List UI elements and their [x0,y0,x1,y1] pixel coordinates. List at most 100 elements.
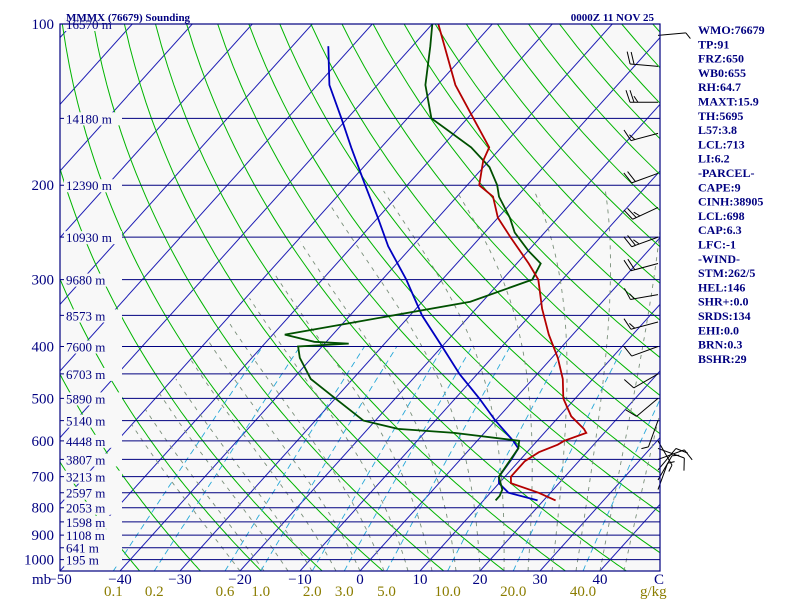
index-line: STM:262/5 [698,266,755,280]
mixing-ratio-line [112,346,264,571]
isotherms [60,24,660,571]
sounding-time: 0000Z 11 NOV 25 [571,12,655,24]
pressure-tick-label: 400 [32,339,55,355]
mixing-ratio-lines [112,346,660,571]
index-line: FRZ:650 [698,52,744,66]
height-label: 5890 m [66,391,105,406]
height-label: 7600 m [66,339,105,354]
wind-barb-staff [631,236,659,248]
mixing-ratio-line [260,346,398,571]
isotherm [299,170,660,571]
mixing-ratio-line [343,346,473,571]
height-label-bg [64,392,122,406]
height-label: 4448 m [66,434,105,449]
height-label: 641 m [66,541,99,556]
mixing-ratio-tick-label: 10.0 [435,584,461,600]
wind-barb-staff [631,346,659,357]
height-label-bg [64,340,122,354]
height-label-bg [64,515,122,529]
wind-barb-flag [630,51,635,65]
wind-barb-staff [632,206,659,220]
mixing-ratio-line [153,346,301,571]
temperature-tick-label: 40 [593,572,608,588]
height-label: 3213 m [66,470,105,485]
pressure-tick-label: 900 [32,528,55,544]
index-line: L57:3.8 [698,123,737,137]
temperature-tick-label: 0 [356,572,364,588]
temperature-unit-label: C [654,572,664,588]
moist-adiabat [599,226,660,571]
mixing-ratio-line [512,346,624,571]
wind-barb-staff [657,447,685,459]
isotherm [539,436,660,571]
isotherm [179,36,660,571]
wind-barb-flag [623,209,633,220]
wind-barb-flag [633,95,639,103]
index-line: RH:64.7 [698,80,741,94]
height-label-bg [64,367,122,381]
sounding-title: MMMX (76679) Sounding [66,12,191,24]
wind-barb-flag [629,134,636,140]
plot-area [60,24,660,571]
mixing-ratio-tick-label: 3.0 [335,584,354,600]
wind-barb-flag [623,345,633,357]
wind-barb-flag [685,32,691,39]
mixing-ratio-tick-label: 20.0 [500,584,526,600]
isotherm [419,303,660,571]
temperature-tick-label: 30 [533,572,548,588]
pressure-tick-label: 1000 [24,553,54,569]
mixing-ratio-tick-label: 0.2 [145,584,164,600]
index-line: CAPE:9 [698,180,741,194]
wind-barb-staff [647,420,659,448]
height-label-bg [64,541,122,555]
dry-adiabat [61,24,384,571]
height-label: 5140 m [66,414,105,429]
mixing-ratio-line [386,346,511,571]
wind-barbs [623,32,693,490]
temperature-axis-labels: −50 −40 −30 −20 −10 0 10 20 30 40 [48,572,607,588]
index-line: LFC:-1 [698,238,736,252]
isotherm [60,24,253,239]
wind-barb-staff [630,132,659,142]
pressure-axis-labels: 100 200 300 400 500 600 700 800 900 1000 [24,17,54,569]
moist-adiabat [456,190,533,571]
wind-barb [626,51,659,67]
moist-adiabat [145,409,265,571]
height-label: 14180 m [66,111,112,126]
temperature-tick-label: −50 [48,572,71,588]
height-label-bg [64,453,122,467]
wind-barb-flag [683,449,693,461]
wind-barb-staff [636,398,659,417]
wind-barb [623,235,659,248]
dry-adiabat [155,24,566,571]
moist-adiabat [533,190,568,571]
index-line: SRDS:134 [698,309,751,323]
wind-barb-flag [629,323,636,329]
dry-adiabat [403,24,660,321]
wind-barb-flag [623,318,632,330]
index-line: TH:5695 [698,109,743,123]
wind-barb-flag [641,446,649,450]
wind-barb-flag [629,293,635,300]
wind-barb-flag [626,51,631,65]
dry-adiabat [248,24,660,513]
mixing-ratio-tick-label: 1.0 [251,584,270,600]
wind-barb-flag [623,288,631,300]
height-label-bg [64,112,122,126]
height-label-bg [64,529,122,543]
height-label-bg [64,501,122,515]
dry-adiabat [341,24,660,397]
temperature-tick-label: −30 [168,572,191,588]
mixing-ratio-line [224,346,365,571]
wind-barb-flag [627,258,636,271]
wind-barb [641,420,659,450]
height-label: 1108 m [66,528,105,543]
isotherm [359,236,660,571]
height-label-bg [64,553,122,567]
index-line: SHR+:0.0 [698,295,749,309]
isotherm [119,24,613,571]
dry-adiabats [60,24,660,571]
mixing-ratio-unit-label: g/kg [640,584,667,600]
wind-barb-staff [657,32,686,36]
